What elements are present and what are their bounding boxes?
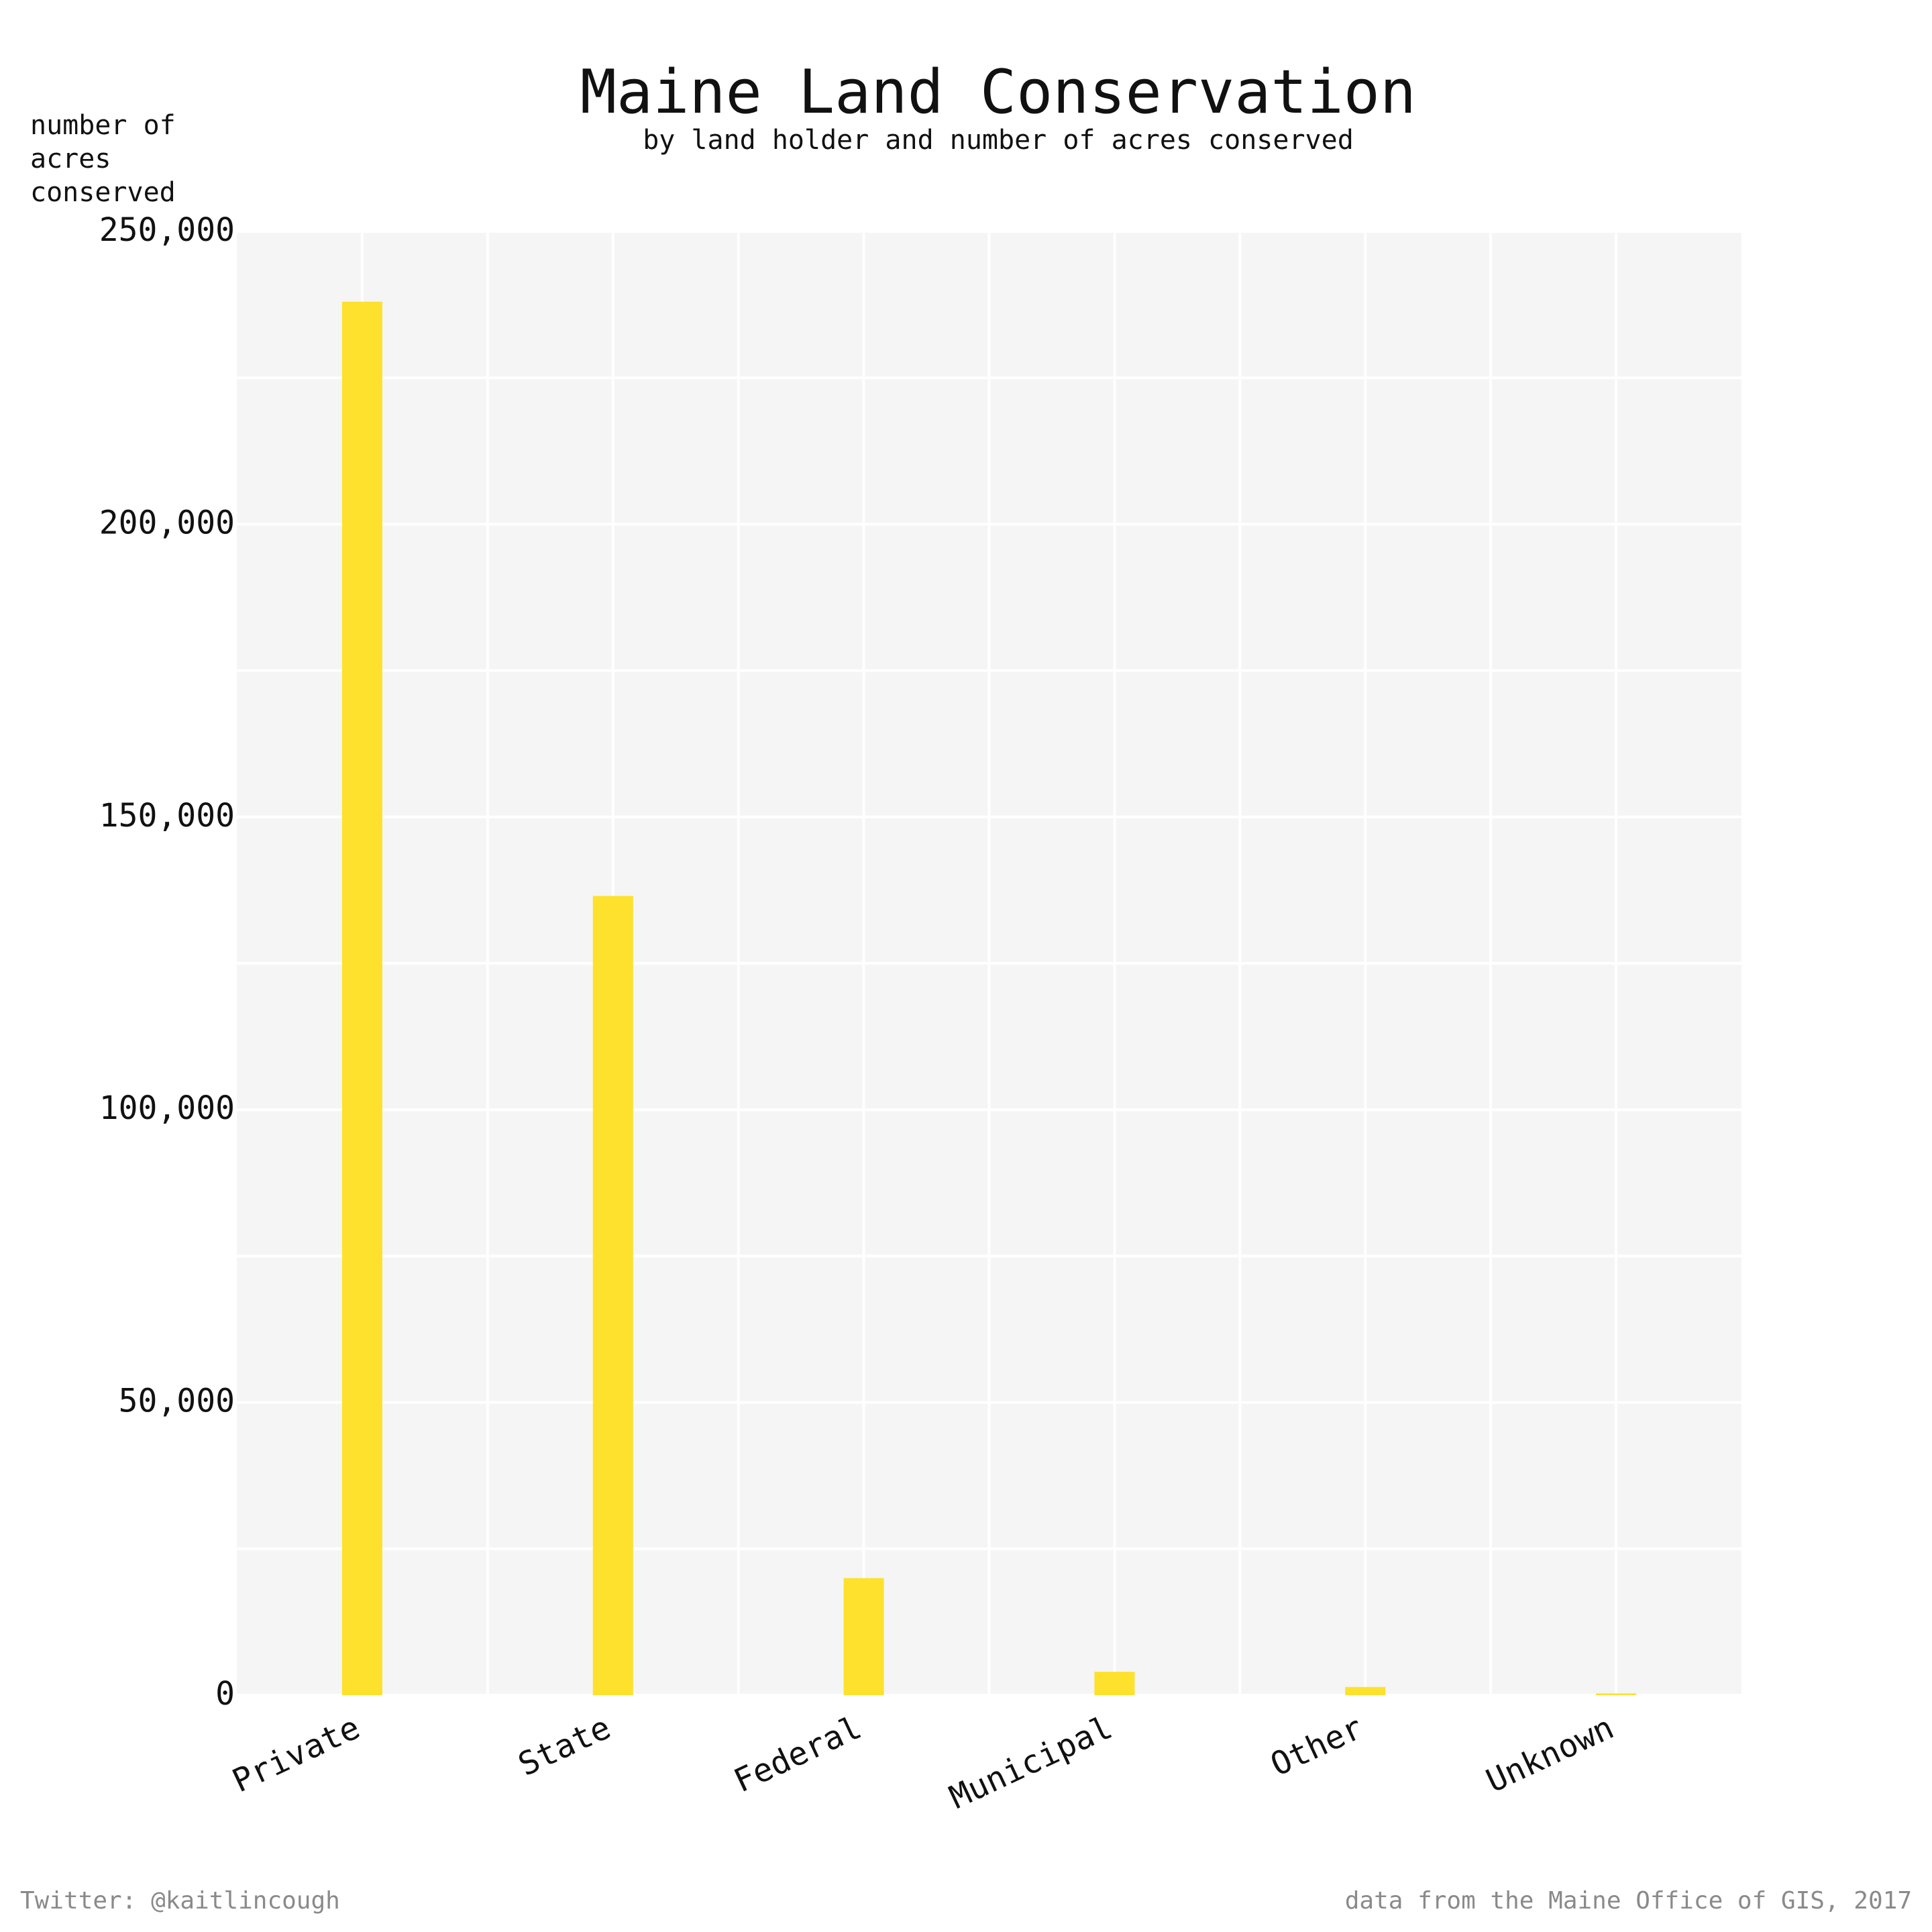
x-tick-label: Federal [729, 1709, 867, 1800]
y-axis-label-line-3: conserved [30, 177, 176, 208]
y-axis-label-line-1: number of [30, 110, 176, 141]
x-tick-label: Unknown [1481, 1709, 1619, 1800]
x-tick-label: Other [1265, 1709, 1369, 1784]
y-axis-label-line-2: acres [30, 144, 111, 174]
chart-title: Maine Land Conservation [580, 57, 1416, 127]
bar-private [341, 301, 382, 1695]
y-tick-label: 50,000 [119, 1383, 235, 1420]
y-tick-labels: 0 50,000 100,000 150,000 200,000 250,000 [99, 211, 235, 1713]
x-tick-label: Private [227, 1709, 366, 1800]
footer-credit: Twitter: @kaitlincough [20, 1887, 340, 1915]
bar-unknown [1596, 1693, 1637, 1695]
bar-federal [843, 1578, 884, 1695]
bar-municipal [1094, 1672, 1135, 1695]
bars-layer [341, 301, 1637, 1695]
x-tick-labels: Private State Federal Municipal Other Unknown [227, 1709, 1619, 1817]
x-tick-label: State [513, 1709, 616, 1784]
grid-layer [237, 230, 1741, 1697]
y-tick-label: 250,000 [99, 211, 235, 249]
bar-other [1345, 1686, 1386, 1695]
footer-source: data from the Maine Office of GIS, 2017 [1345, 1887, 1912, 1915]
y-tick-label: 0 [215, 1675, 235, 1713]
bar-state [592, 896, 633, 1695]
chart-subtitle: by land holder and number of acres conse… [643, 125, 1354, 156]
x-tick-label: Municipal [944, 1709, 1118, 1817]
y-tick-label: 150,000 [99, 797, 235, 835]
y-tick-label: 100,000 [99, 1089, 235, 1127]
y-tick-label: 200,000 [99, 504, 235, 541]
